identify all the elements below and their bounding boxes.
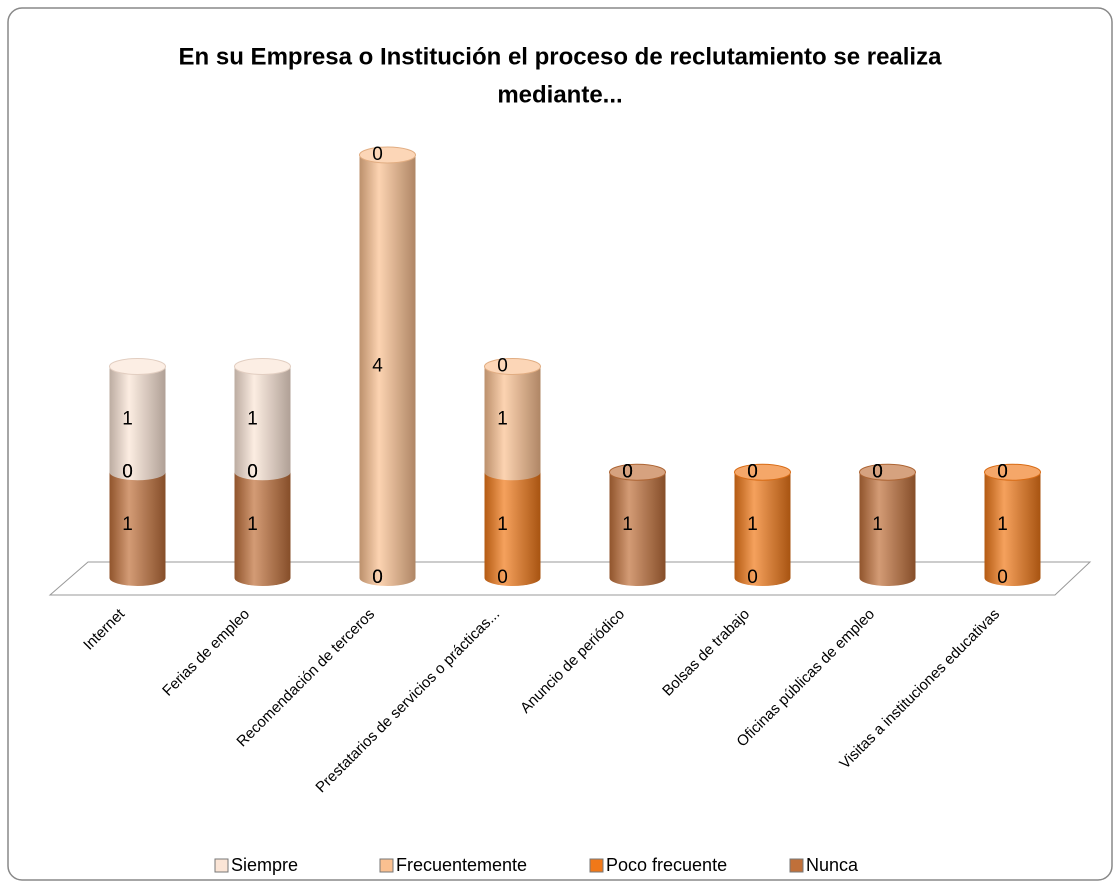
cylinder-top — [234, 358, 291, 375]
data-label: 1 — [247, 514, 258, 535]
data-label: 0 — [497, 356, 508, 377]
cylinder-top — [484, 358, 541, 375]
data-label: 0 — [497, 567, 508, 588]
legend-swatch — [214, 858, 229, 873]
cylinder-top — [359, 146, 416, 164]
legend-label: Siempre — [231, 855, 298, 875]
data-label: 0 — [122, 461, 133, 482]
data-label: 0 — [872, 461, 883, 482]
cylinder-top — [859, 463, 916, 481]
cylinder-top — [734, 463, 791, 481]
cylinder-segment — [109, 464, 166, 586]
cylinder-segment — [234, 464, 291, 586]
data-label: 1 — [747, 514, 758, 535]
data-label: 0 — [622, 461, 633, 482]
cylinder-top — [984, 463, 1041, 481]
data-label: 1 — [122, 408, 133, 429]
legend-swatch — [379, 858, 394, 873]
data-label: 0 — [247, 461, 258, 482]
data-label: 4 — [372, 356, 383, 377]
cylinder-top — [109, 358, 166, 375]
legend-swatch — [789, 858, 804, 873]
cylinder-top — [609, 463, 666, 481]
data-label: 0 — [372, 144, 383, 165]
cylinder-segment — [484, 358, 541, 481]
cylinder-segment — [984, 464, 1041, 586]
legend-label: Nunca — [806, 855, 859, 875]
cylinder-segment — [109, 358, 166, 481]
floor — [48, 561, 1092, 596]
data-label: 0 — [997, 461, 1008, 482]
data-label: 0 — [747, 461, 758, 482]
data-label: 0 — [372, 567, 383, 588]
data-label: 0 — [872, 461, 883, 482]
data-label: 0 — [372, 567, 383, 588]
data-label: 1 — [247, 408, 258, 429]
data-label: 0 — [747, 567, 758, 588]
legend-swatch — [589, 858, 604, 873]
data-label: 1 — [872, 514, 883, 535]
cylinder-segment — [609, 464, 666, 586]
chart-frame — [7, 7, 1113, 881]
data-label: 0 — [997, 461, 1008, 482]
chart-title: En su Empresa o Institución el proceso d… — [179, 43, 943, 70]
data-label: 0 — [997, 567, 1008, 588]
data-label: 1 — [122, 514, 133, 535]
legend-label: Poco frecuente — [606, 855, 727, 875]
data-label: 1 — [997, 514, 1008, 535]
data-label: 0 — [122, 461, 133, 482]
legend-label: Frecuentemente — [396, 855, 527, 875]
cylinder-segment — [234, 358, 291, 481]
data-label: 0 — [247, 461, 258, 482]
data-label: 0 — [747, 461, 758, 482]
cylinder-segment — [484, 464, 541, 586]
data-label: 0 — [622, 461, 633, 482]
cylinder-segment — [859, 464, 916, 586]
data-label: 0 — [622, 461, 633, 482]
cylinder-segment — [734, 464, 791, 586]
data-label: 0 — [872, 461, 883, 482]
data-label: 1 — [497, 408, 508, 429]
data-label: 1 — [497, 514, 508, 535]
cylinder-segment — [359, 147, 416, 586]
chart-title: mediante... — [497, 81, 622, 108]
data-label: 1 — [622, 514, 633, 535]
